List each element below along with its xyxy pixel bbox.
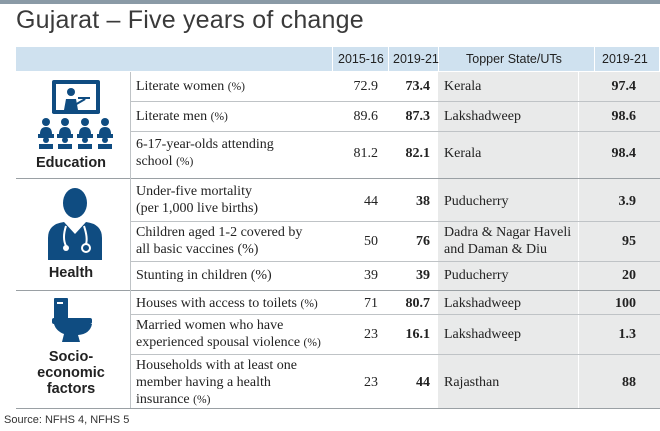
top-rule	[0, 0, 660, 4]
toilet-icon	[52, 298, 92, 342]
table-row: Literate men (%)	[136, 109, 228, 124]
topper-value: 97.4	[611, 79, 637, 94]
table-row: Stunting in children (%)	[136, 268, 272, 283]
value-2019-21: 87.3	[405, 109, 431, 124]
topper-state: Lakshadweep	[444, 327, 521, 342]
value-2019-21: 80.7	[405, 296, 431, 311]
col-2015-16: 2015-16	[338, 52, 384, 66]
table-row: Married women who have experienced spous…	[136, 318, 321, 350]
value-2015-16: 23	[364, 375, 378, 390]
category-socio-l2: economic	[37, 365, 105, 381]
table-row: Children aged 1-2 covered by all basic v…	[136, 225, 303, 257]
value-2015-16: 71	[364, 296, 378, 311]
value-2019-21: 76	[416, 234, 430, 249]
topper-value: 20	[622, 268, 636, 283]
value-2015-16: 50	[364, 234, 378, 249]
source-note: Source: NFHS 4, NFHS 5	[4, 414, 130, 426]
category-socio-l3: factors	[46, 381, 96, 397]
topper-value: 98.6	[611, 109, 637, 124]
value-2019-21: 16.1	[405, 327, 431, 342]
value-2015-16: 81.2	[353, 146, 379, 161]
value-2015-16: 39	[364, 268, 378, 283]
section-divider	[16, 178, 660, 179]
table-row: Under-five mortality (per 1,000 live bir…	[136, 184, 259, 216]
topper-value: 95	[622, 234, 636, 249]
value-2015-16: 44	[364, 194, 378, 209]
doctor-icon	[48, 188, 102, 260]
topper-state: Dadra & Nagar Haveli and Daman & Diu	[444, 225, 572, 257]
topper-value: 3.9	[618, 194, 637, 209]
topper-shade	[438, 72, 660, 408]
value-2019-21: 73.4	[405, 79, 431, 94]
table-header: 2015-16 2019-21 Topper State/UTs 2019-21	[16, 47, 659, 71]
topper-state: Puducherry	[444, 268, 509, 283]
topper-state: Rajasthan	[444, 375, 500, 390]
topper-value: 100	[615, 296, 636, 311]
category-education: Education	[35, 155, 107, 171]
topper-state: Lakshadweep	[444, 296, 521, 311]
value-2019-21: 38	[416, 194, 430, 209]
topper-state: Lakshadweep	[444, 109, 521, 124]
value-2015-16: 89.6	[353, 109, 379, 124]
col-2019-21: 2019-21	[393, 52, 439, 66]
classroom-icon	[38, 80, 113, 149]
section-divider	[16, 290, 660, 291]
topper-value: 1.3	[618, 327, 637, 342]
table-row: Households with at least one member havi…	[136, 358, 297, 407]
col-topper-year: 2019-21	[602, 52, 648, 66]
topper-state: Kerala	[444, 79, 482, 94]
value-2019-21: 82.1	[405, 146, 431, 161]
category-health: Health	[48, 265, 94, 281]
value-2015-16: 23	[364, 327, 378, 342]
table-row: Houses with access to toilets (%)	[136, 296, 318, 311]
topper-state: Puducherry	[444, 194, 509, 209]
table-row: Literate women (%)	[136, 79, 245, 94]
topper-state: Kerala	[444, 146, 482, 161]
value-2019-21: 44	[416, 375, 430, 390]
page-title: Gujarat – Five years of change	[16, 6, 364, 34]
category-socio-l1: Socio-	[48, 349, 94, 365]
topper-value: 88	[622, 375, 636, 390]
col-topper: Topper State/UTs	[466, 52, 562, 66]
value-2019-21: 39	[416, 268, 430, 283]
value-2015-16: 72.9	[353, 79, 379, 94]
topper-value: 98.4	[611, 146, 637, 161]
table-row: 6-17-year-olds attending school (%)	[136, 137, 274, 169]
